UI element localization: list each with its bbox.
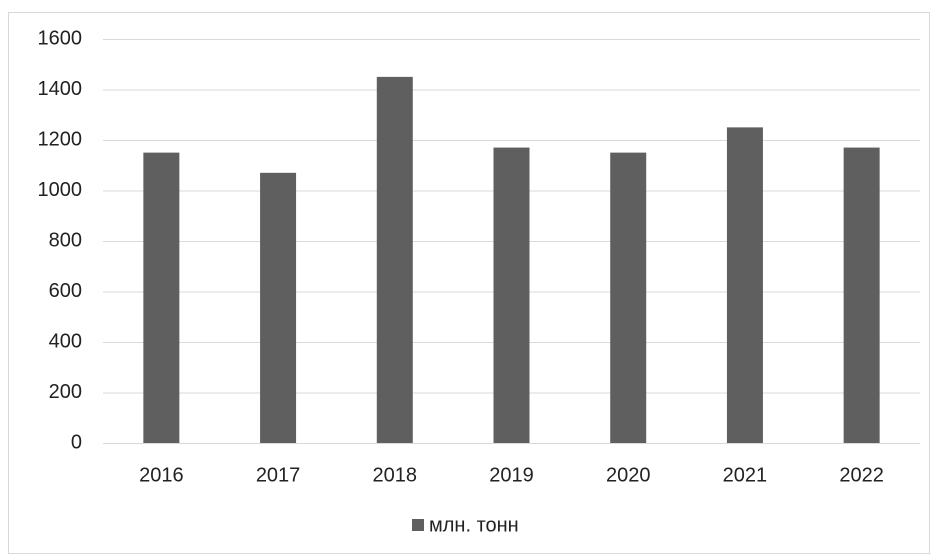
legend-label: млн. тонн <box>429 514 519 536</box>
bar <box>843 147 880 443</box>
y-tick-label: 1600 <box>38 27 83 49</box>
x-tick-label: 2016 <box>139 464 184 486</box>
bar <box>143 152 180 443</box>
x-tick-label: 2021 <box>723 464 768 486</box>
x-tick-label: 2020 <box>606 464 651 486</box>
bar <box>376 76 413 443</box>
y-tick-label: 1200 <box>38 128 83 150</box>
bar <box>260 172 297 443</box>
y-tick-label: 1400 <box>38 78 83 100</box>
bar <box>610 152 647 443</box>
x-tick-label: 2019 <box>489 464 534 486</box>
y-tick-label: 200 <box>49 381 82 403</box>
y-tick-label: 400 <box>49 330 82 352</box>
y-tick-label: 1000 <box>38 179 83 201</box>
legend-swatch <box>412 519 424 531</box>
bar <box>493 147 530 443</box>
y-tick-label: 800 <box>49 229 82 251</box>
bar <box>726 127 763 443</box>
x-tick-label: 2018 <box>373 464 418 486</box>
y-tick-label: 600 <box>49 280 82 302</box>
x-tick-label: 2022 <box>839 464 884 486</box>
x-tick-label: 2017 <box>256 464 301 486</box>
y-tick-label: 0 <box>71 431 82 453</box>
